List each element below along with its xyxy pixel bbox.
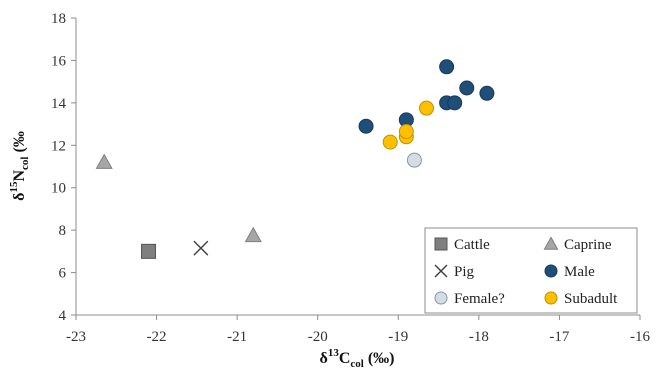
y-tick-label: 4	[59, 308, 67, 324]
y-tick-label: 14	[51, 96, 67, 112]
x-axis-title: δ13Ccol (‰)	[320, 347, 395, 370]
legend-marker-pig	[434, 264, 448, 278]
data-point-subadult	[398, 123, 414, 139]
y-tick-label: 8	[59, 223, 67, 239]
x-tick-label: -16	[630, 329, 650, 345]
legend-marker-cattle	[434, 237, 448, 251]
legend-label-caprine: Caprine	[564, 237, 612, 253]
data-point-caprine	[244, 226, 262, 243]
legend-marker-male	[544, 264, 558, 278]
data-point-male	[447, 95, 463, 111]
legend: Cattle Caprine Pig Male Female? Subadult	[424, 227, 638, 314]
x-tick-label: -23	[66, 329, 86, 345]
legend-marker-caprine	[543, 236, 559, 250]
y-tick-label: 18	[51, 11, 66, 27]
data-point-cattle	[141, 243, 157, 259]
y-tick-label: 10	[51, 181, 66, 197]
data-point-subadult	[382, 134, 398, 150]
legend-label-cattle: Cattle	[454, 237, 490, 253]
y-axis-title: δ15Ncol (‰	[8, 131, 31, 201]
data-point-caprine	[95, 153, 113, 169]
y-tick-label: 12	[51, 138, 66, 154]
legend-label-pig: Pig	[454, 264, 475, 280]
legend-label-female: Female?	[454, 291, 505, 307]
data-point-subadult	[418, 100, 434, 116]
x-tick-label: -20	[308, 329, 328, 345]
data-point-pig	[193, 240, 209, 256]
legend-marker-subadult	[544, 291, 558, 305]
data-point-male	[459, 80, 475, 96]
data-points	[95, 59, 495, 259]
legend-marker-female	[434, 291, 448, 305]
legend-box	[424, 227, 638, 314]
x-tick-label: -21	[227, 329, 247, 345]
data-point-male	[358, 118, 374, 134]
legend-label-subadult: Subadult	[564, 291, 618, 307]
y-tick-label: 16	[51, 53, 67, 69]
x-tick-label: -19	[388, 329, 408, 345]
data-point-male	[479, 85, 495, 101]
x-tick-label: -22	[147, 329, 167, 345]
axes	[71, 17, 641, 320]
y-tick-label: 6	[59, 266, 67, 282]
data-point-female	[406, 152, 422, 168]
x-tick-label: -18	[469, 329, 489, 345]
x-tick-label: -17	[549, 329, 569, 345]
legend-label-male: Male	[564, 264, 595, 280]
data-point-male	[439, 59, 455, 75]
tick-labels: -23 -22 -21 -20 -19 -18 -17 -16 4 6 8 10 12 14 16 18	[51, 11, 650, 345]
